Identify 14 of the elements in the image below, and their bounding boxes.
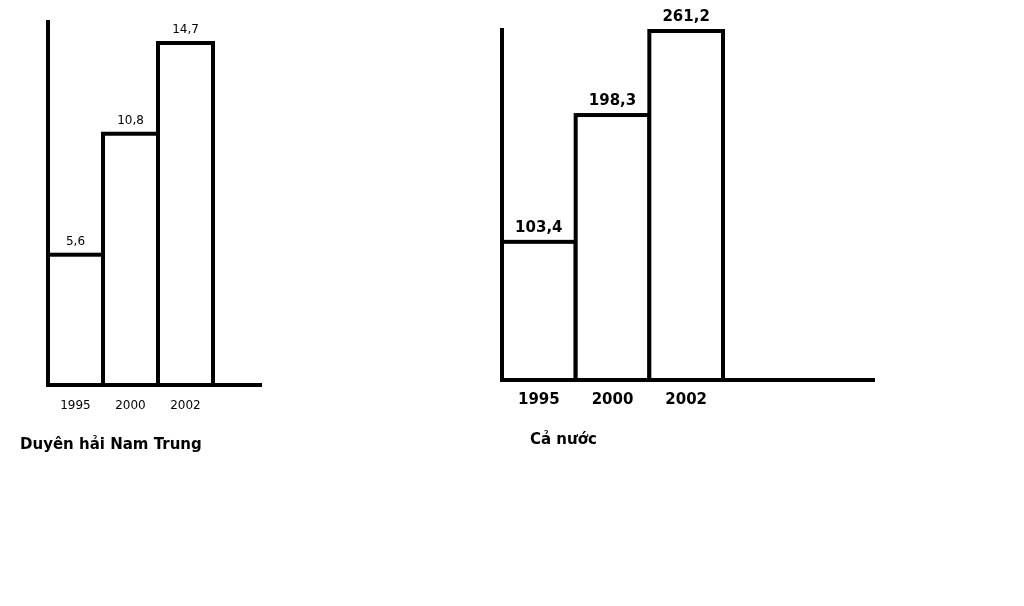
data-label: 14,7 <box>172 22 199 36</box>
x-tick-label: 2002 <box>665 390 708 408</box>
data-label: 5,6 <box>65 233 86 248</box>
data-label: 261,2 <box>662 7 710 25</box>
x-tick-label: 2000 <box>591 390 634 408</box>
data-label: 198,3 <box>588 91 637 110</box>
x-tick-label: 1995 <box>60 398 91 412</box>
x-tick-label: 2002 <box>170 398 201 412</box>
text: Cả nước <box>530 430 597 448</box>
x-tick-label: 2000 <box>115 398 146 412</box>
data-label: 10,8 <box>117 112 144 127</box>
data-label: 103,4 <box>515 217 563 236</box>
text: Duyên hải Nam Trung <box>20 435 202 453</box>
x-tick-label: 1995 <box>517 390 560 408</box>
